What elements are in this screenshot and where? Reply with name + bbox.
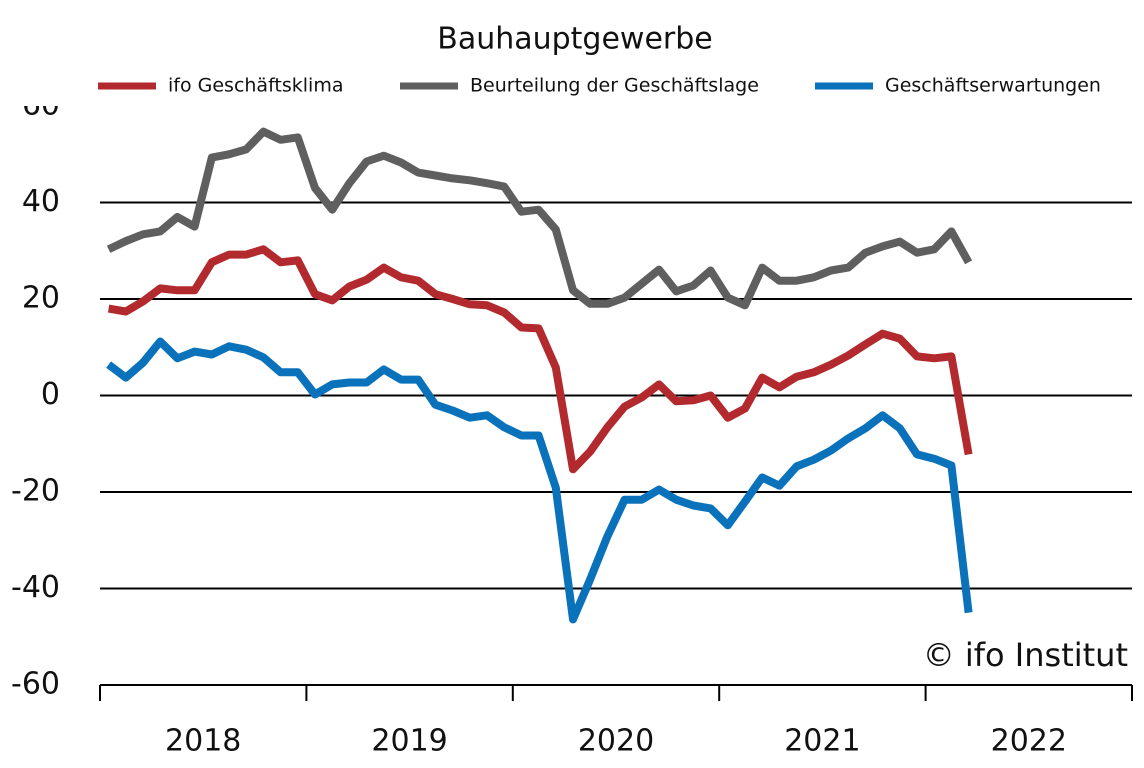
- chart-title: Bauhauptgewerbe: [437, 22, 713, 57]
- x-tick-label: 2019: [371, 724, 447, 759]
- x-tick-label: 2018: [165, 724, 241, 759]
- legend-label: Geschäftserwartungen: [885, 75, 1101, 97]
- series-line: [106, 127, 973, 310]
- y-tick-label: 40: [22, 184, 60, 219]
- x-tick-label: 2022: [991, 724, 1067, 759]
- x-tick-label: 2021: [784, 724, 860, 759]
- x-tick-label: 2020: [578, 724, 654, 759]
- legend-label: ifo Geschäftsklima: [168, 75, 344, 97]
- annotation: © ifo Institut: [923, 636, 1128, 674]
- y-tick-label: 0: [41, 377, 60, 412]
- legend-background: [0, 66, 1144, 106]
- y-tick-label: 20: [22, 281, 60, 316]
- legend-label: Beurteilung der Geschäftslage: [470, 75, 759, 97]
- y-tick-label: -40: [11, 570, 60, 605]
- y-tick-label: -20: [11, 474, 60, 509]
- series-line: [106, 337, 973, 624]
- y-tick-label: -60: [11, 667, 60, 702]
- series-line: [107, 245, 973, 474]
